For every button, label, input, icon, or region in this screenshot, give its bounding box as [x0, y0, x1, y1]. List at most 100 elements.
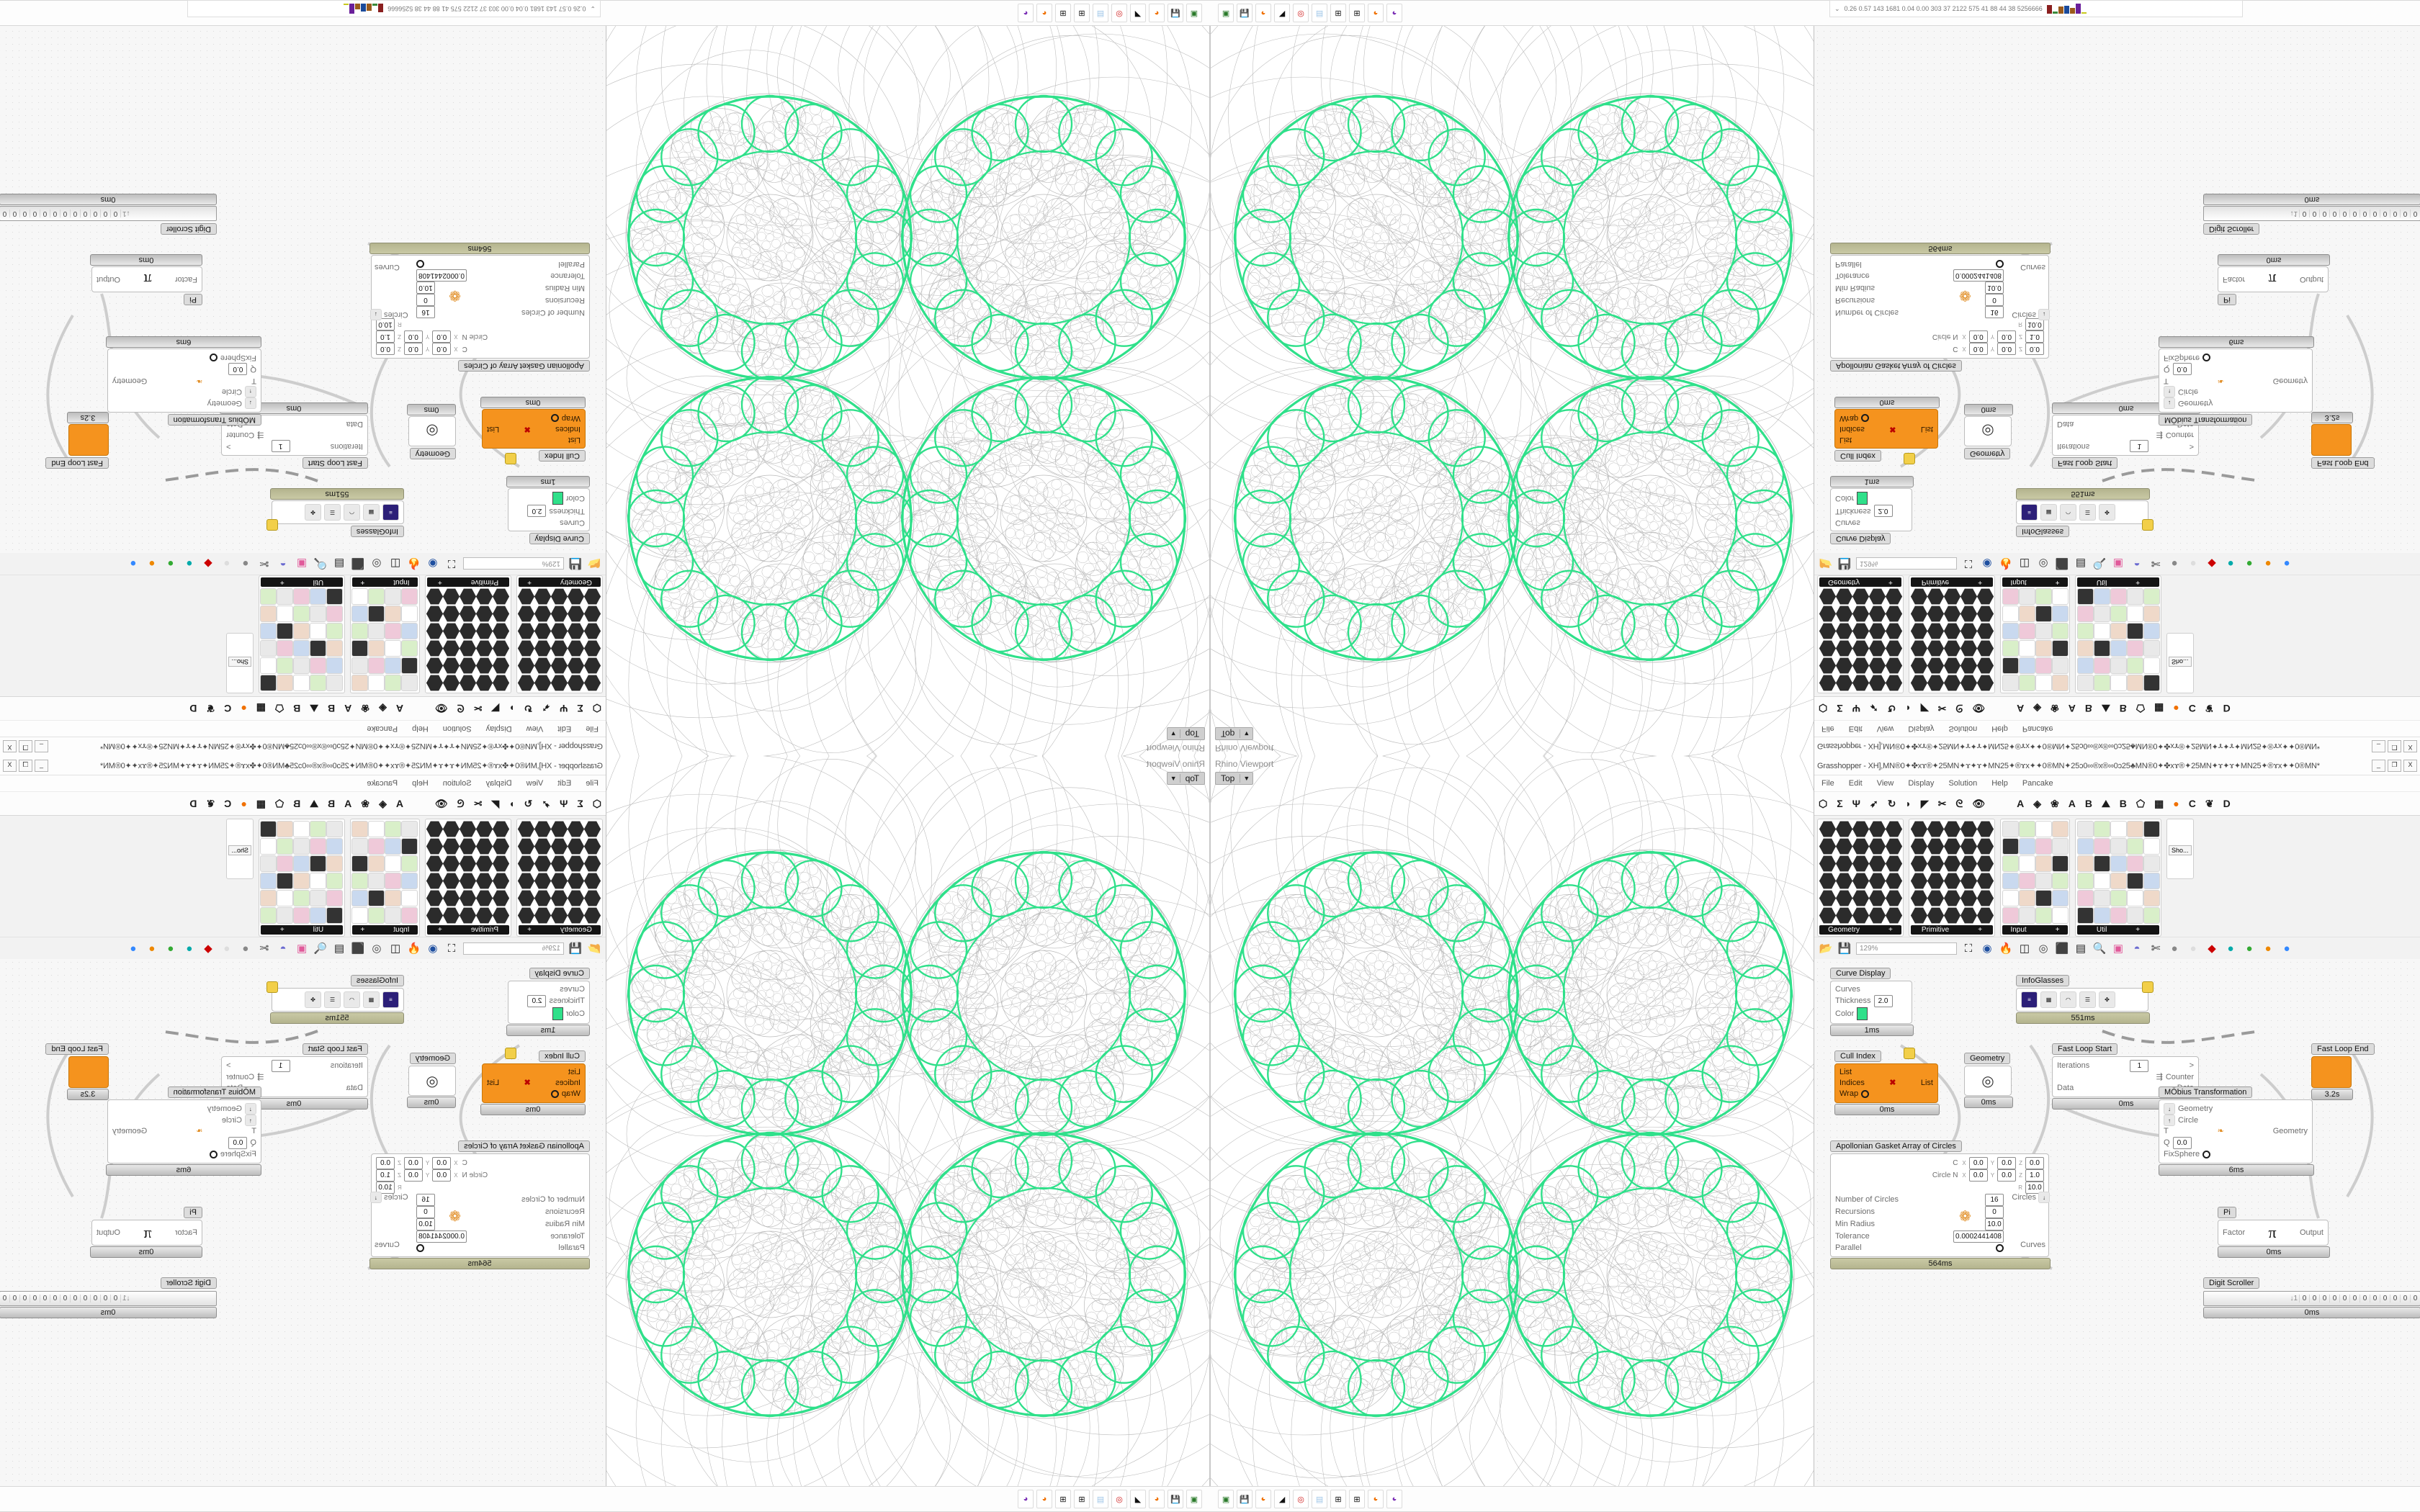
recompute-icon[interactable]: ◎ — [2038, 942, 2048, 955]
component-icon[interactable] — [443, 588, 460, 605]
component-icon[interactable] — [1977, 907, 1994, 924]
scroller-digit[interactable]: 0 — [2400, 1295, 2410, 1302]
coord-input[interactable]: 0.0 — [1968, 1157, 1988, 1169]
component-icon[interactable] — [2094, 657, 2110, 674]
component-icon[interactable] — [401, 675, 418, 691]
color-swatch[interactable] — [552, 492, 563, 505]
component-icon[interactable] — [2052, 855, 2069, 872]
component-icon[interactable] — [1960, 821, 1977, 837]
ribbon-glyph-7[interactable]: ✂ — [1937, 797, 1947, 809]
component-icon[interactable] — [518, 890, 534, 906]
component-icon[interactable] — [293, 855, 310, 872]
component-icon[interactable] — [584, 821, 601, 837]
node-curve-display[interactable]: Curve Display Curves Thickness 2.0 Color… — [506, 476, 590, 546]
component-icon[interactable] — [368, 675, 385, 691]
node-mobius-body[interactable]: ↓ Geometry ↑ Circle T ❧ Geometry Q 0.0 — [2159, 348, 2313, 413]
scroller-digit[interactable]: 0 — [2319, 210, 2329, 217]
component-icon[interactable] — [1944, 873, 1960, 889]
sphere-blue-icon[interactable]: ● — [130, 942, 137, 955]
apollonian-coord-row[interactable]: R 10.0 — [1835, 1182, 2044, 1194]
component-icon[interactable] — [1886, 606, 1902, 622]
ribbon-glyph-5[interactable]: ◗ — [1905, 798, 1912, 809]
component-icon[interactable] — [351, 588, 368, 605]
cull-bubble-icon[interactable] — [505, 1048, 516, 1059]
component-icon[interactable] — [1911, 640, 1927, 657]
sphere-blue-icon[interactable]: ● — [2283, 942, 2290, 955]
component-icon[interactable] — [2077, 675, 2094, 691]
iterations-input[interactable]: 1 — [271, 1060, 290, 1072]
node-fast-loop-end[interactable]: Fast Loop End 3.2s — [2311, 1042, 2375, 1100]
sphere-green-icon[interactable]: ● — [167, 942, 174, 955]
scroller-digit[interactable]: 0 — [50, 1295, 60, 1302]
component-icon[interactable] — [426, 623, 443, 639]
component-icon[interactable] — [460, 588, 476, 605]
param-input[interactable]: 10.0 — [416, 1218, 435, 1230]
component-icon[interactable] — [326, 855, 343, 872]
component-icon[interactable] — [1944, 821, 1960, 837]
red-app-icon[interactable]: ◎ — [1293, 4, 1309, 22]
component-icon[interactable] — [260, 657, 277, 674]
fixsphere-toggle[interactable] — [2202, 1151, 2211, 1158]
component-icon[interactable] — [426, 640, 443, 657]
component-icon[interactable] — [518, 657, 534, 674]
component-icon[interactable] — [368, 821, 385, 837]
component-icon[interactable] — [2002, 821, 2019, 837]
coord-input[interactable]: 0.0 — [403, 1157, 423, 1169]
coord-input[interactable]: 0.0 — [2025, 343, 2044, 355]
component-icon[interactable] — [1960, 890, 1977, 906]
component-icon[interactable] — [493, 623, 509, 639]
component-icon[interactable] — [2094, 855, 2110, 872]
node-apollonian-body[interactable]: C X 0.0 Y 0.0 Z 0.0 Circle N X 0.0 Y 0.0 Z 1.0 R 10.0 C… — [370, 255, 590, 359]
component-group-primitive[interactable]: Primitive + — [1909, 819, 1995, 937]
component-icon[interactable] — [351, 623, 368, 639]
ribbon-tab-2[interactable]: ❀ — [2050, 703, 2059, 715]
component-icon[interactable] — [2019, 873, 2035, 889]
ribbon-glyph-5[interactable]: ◗ — [1905, 703, 1912, 714]
component-icon[interactable] — [2077, 821, 2094, 837]
component-icon[interactable] — [1836, 657, 1852, 674]
search-icon[interactable]: 🔍 — [313, 557, 328, 570]
component-icon[interactable] — [551, 855, 568, 872]
component-icon[interactable] — [568, 907, 584, 924]
recompute-icon[interactable]: ◎ — [372, 557, 382, 570]
preview-icon[interactable]: ◉ — [428, 942, 438, 955]
component-icon[interactable] — [277, 657, 293, 674]
component-icon[interactable] — [584, 907, 601, 924]
apollonian-coord-row[interactable]: Circle N X 0.0 Y 0.0 Z 1.0 — [1835, 1169, 2044, 1182]
menubar[interactable]: File Edit View Display Solution Help Pancake — [1814, 720, 2420, 737]
zoom-level-field[interactable]: 129% — [463, 557, 564, 570]
node-geometry[interactable]: Geometry ◎ 0ms — [1964, 404, 2013, 461]
component-icon[interactable] — [326, 657, 343, 674]
rhino-canvas[interactable] — [1211, 0, 1814, 756]
bulb-icon[interactable]: ◓ — [2133, 557, 2141, 570]
component-icon[interactable] — [351, 821, 368, 837]
component-icon[interactable] — [368, 657, 385, 674]
node-mobius[interactable]: MÖbius Transformation ↓ Geometry ↑ Circl… — [106, 336, 261, 427]
component-icon[interactable] — [1911, 907, 1927, 924]
component-group-primitive[interactable]: Primitive + — [1909, 575, 1995, 693]
component-icon[interactable] — [1819, 606, 1836, 622]
component-icon[interactable] — [2127, 821, 2143, 837]
puzzle-icon[interactable]: ✤ — [305, 504, 321, 521]
component-icon[interactable] — [2002, 623, 2019, 639]
cull-bubble-icon[interactable] — [1904, 453, 1915, 464]
component-icon[interactable] — [326, 675, 343, 691]
rhino-view-dropdown[interactable]: Top ▼ — [1166, 727, 1205, 740]
expand-icon[interactable]: + — [2055, 578, 2060, 586]
component-icon[interactable] — [2035, 873, 2052, 889]
node-cull-index[interactable]: Cull Index List Indices ✖ List Wrap 0ms — [480, 397, 586, 464]
menu-item-file[interactable]: File — [1821, 724, 1834, 733]
coord-input[interactable]: 0.0 — [403, 1169, 423, 1182]
save-icon[interactable]: 💾 — [568, 557, 583, 570]
component-icon[interactable] — [1852, 873, 1869, 889]
ribbon-tab-6[interactable]: B — [2119, 798, 2127, 809]
component-icon[interactable] — [2143, 623, 2160, 639]
color-swatch[interactable] — [552, 1007, 563, 1020]
component-icon[interactable] — [1977, 606, 1994, 622]
cluster-icon[interactable]: ◫ — [390, 557, 401, 570]
ribbon-glyph-1[interactable]: Σ — [1837, 798, 1843, 809]
component-icon[interactable] — [401, 657, 418, 674]
component-icon[interactable] — [426, 890, 443, 906]
